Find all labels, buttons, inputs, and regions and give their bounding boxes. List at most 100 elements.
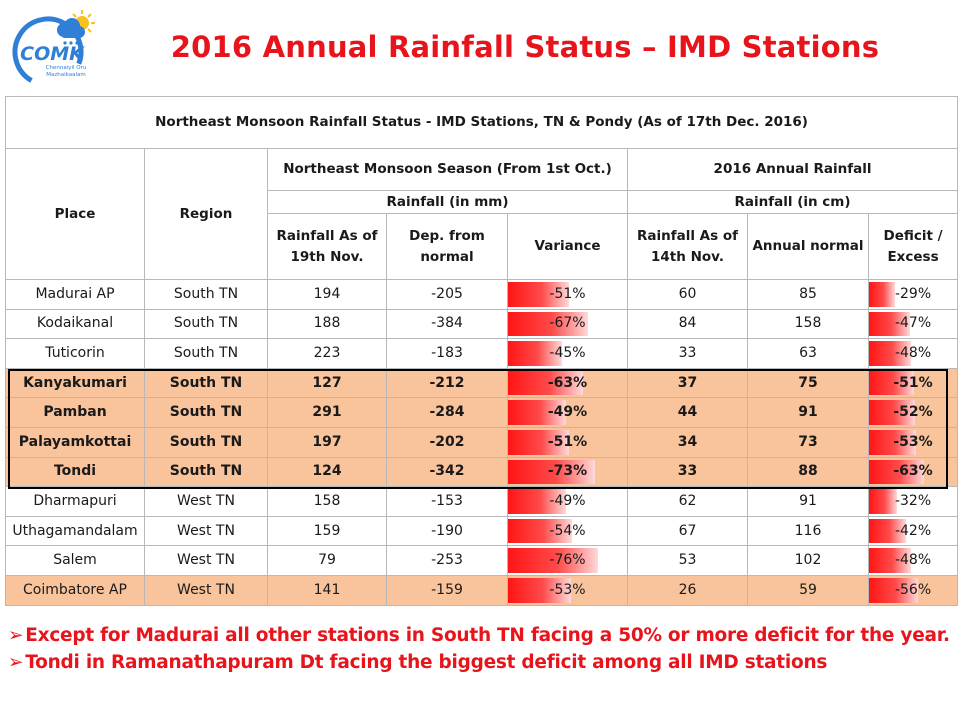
cell-annual-normal: 88	[747, 456, 869, 488]
note-text: Except for Madurai all other stations in…	[25, 625, 950, 646]
table-row: Salem West TN 79 -253 -76% 53 102 -48%	[5, 545, 959, 576]
header-annual-group: 2016 Annual Rainfall	[626, 148, 959, 191]
cell-region: West TN	[144, 545, 268, 576]
cell-region: South TN	[144, 308, 268, 340]
cell-nem-departure: -342	[386, 456, 508, 488]
cell-annual-rainfall: 34	[627, 426, 748, 458]
cell-annual-deficit: -29%	[867, 279, 959, 310]
note-2: ➢ Tondi in Ramanathapuram Dt facing the b…	[8, 649, 953, 676]
cell-annual-deficit: -42%	[867, 515, 959, 547]
table-row: Coimbatore AP West TN 141 -159 -53% 26 59 -56%	[5, 574, 959, 606]
cell-nem-variance: -67%	[507, 308, 628, 340]
header-annual-normal: Annual normal	[747, 213, 869, 280]
data-bar	[508, 548, 599, 573]
header-nem-variance: Variance	[507, 213, 628, 280]
data-bar	[869, 548, 912, 573]
cell-nem-departure: -253	[386, 545, 508, 576]
table-row: Kanyakumari South TN 127 -212 -63% 37 75 -51%	[5, 367, 959, 399]
data-bar	[508, 341, 562, 366]
header-nem-group: Northeast Monsoon Season (From 1st Oct.)	[267, 148, 628, 191]
bar-value: -32%	[894, 492, 932, 509]
cell-nem-departure: -202	[386, 426, 508, 458]
data-bar	[869, 400, 915, 425]
bar-value: -53%	[893, 433, 933, 450]
cell-place: Tondi	[5, 456, 145, 488]
cell-annual-normal: 102	[747, 545, 869, 576]
cell-region: South TN	[144, 279, 268, 310]
data-bar	[869, 311, 911, 337]
cell-annual-rainfall: 33	[627, 338, 748, 369]
cell-place: Dharmapuri	[5, 486, 145, 517]
cell-annual-normal: 75	[747, 367, 869, 399]
cell-annual-rainfall: 60	[627, 279, 748, 310]
cell-region: South TN	[144, 456, 268, 488]
data-bar	[508, 311, 588, 337]
bar-value: -54%	[549, 522, 586, 539]
data-bar	[869, 370, 914, 396]
data-bar	[869, 518, 906, 544]
bar-value: -51%	[547, 433, 588, 450]
bar-value: -51%	[549, 285, 586, 302]
bar-value: -48%	[894, 344, 932, 361]
data-bar	[508, 370, 583, 396]
cell-nem-departure: -159	[386, 574, 508, 606]
cell-annual-rainfall: 84	[627, 308, 748, 340]
comk-logo-icon: COMK Chennaiyil Oru Mazhaikaalam	[12, 10, 95, 88]
cell-annual-normal: 63	[747, 338, 869, 369]
cell-annual-rainfall: 67	[627, 515, 748, 547]
rainfall-table: Northeast Monsoon Rainfall Status - IMD …	[4, 96, 959, 606]
bar-value: -56%	[894, 581, 932, 598]
cell-nem-departure: -183	[386, 338, 508, 369]
bar-value: -49%	[549, 492, 586, 509]
cell-place: Uthagamandalam	[5, 515, 145, 547]
cell-region: South TN	[144, 338, 268, 369]
cell-annual-normal: 73	[747, 426, 869, 458]
data-bar	[508, 400, 567, 425]
cell-nem-departure: -212	[386, 367, 508, 399]
logo-tagline-1: Chennaiyil Oru	[46, 65, 87, 71]
cell-nem-departure: -284	[386, 397, 508, 428]
cell-annual-rainfall: 33	[627, 456, 748, 488]
cell-nem-rainfall: 124	[267, 456, 387, 488]
data-bar	[508, 429, 569, 455]
table-row: Tondi South TN 124 -342 -73% 33 88 -63%	[5, 456, 959, 488]
cell-annual-rainfall: 53	[627, 545, 748, 576]
note-1: ➢ Except for Madurai all other stations i…	[8, 622, 953, 649]
cell-nem-variance: -45%	[507, 338, 628, 369]
data-bar	[508, 459, 595, 485]
cell-nem-rainfall: 141	[267, 574, 387, 606]
cell-place: Salem	[5, 545, 145, 576]
bar-value: -76%	[549, 552, 586, 569]
cell-annual-deficit: -53%	[867, 426, 959, 458]
cell-annual-rainfall: 62	[627, 486, 748, 517]
bar-value: -73%	[547, 463, 588, 480]
cloud-icon	[57, 18, 85, 38]
cell-annual-normal: 85	[747, 279, 869, 310]
cell-region: South TN	[144, 397, 268, 428]
cell-nem-departure: -384	[386, 308, 508, 340]
cell-place: Pamban	[5, 397, 145, 428]
cell-annual-deficit: -48%	[867, 338, 959, 369]
cell-annual-deficit: -63%	[867, 456, 959, 488]
header-place: Place	[5, 148, 145, 280]
cell-region: West TN	[144, 486, 268, 517]
cell-annual-deficit: -47%	[867, 308, 959, 340]
cell-place: Coimbatore AP	[5, 574, 145, 606]
header-annual-deficit: Deficit / Excess	[867, 213, 959, 280]
cell-annual-rainfall: 26	[627, 574, 748, 606]
cell-nem-rainfall: 188	[267, 308, 387, 340]
cell-annual-normal: 91	[747, 397, 869, 428]
cell-place: Kanyakumari	[5, 367, 145, 399]
data-bar	[869, 341, 912, 366]
arrow-bullet-icon: ➢	[8, 625, 24, 646]
cell-nem-rainfall: 291	[267, 397, 387, 428]
cell-place: Palayamkottai	[5, 426, 145, 458]
bar-value: -48%	[894, 552, 932, 569]
cell-nem-variance: -53%	[507, 574, 628, 606]
arrow-bullet-icon: ➢	[8, 652, 24, 673]
cell-place: Madurai AP	[5, 279, 145, 310]
cell-nem-rainfall: 158	[267, 486, 387, 517]
header-nem-rainfall: Rainfall As of 19th Nov.	[267, 213, 387, 280]
data-bar	[869, 429, 916, 455]
logo-tagline-2: Mazhaikaalam	[46, 72, 85, 78]
